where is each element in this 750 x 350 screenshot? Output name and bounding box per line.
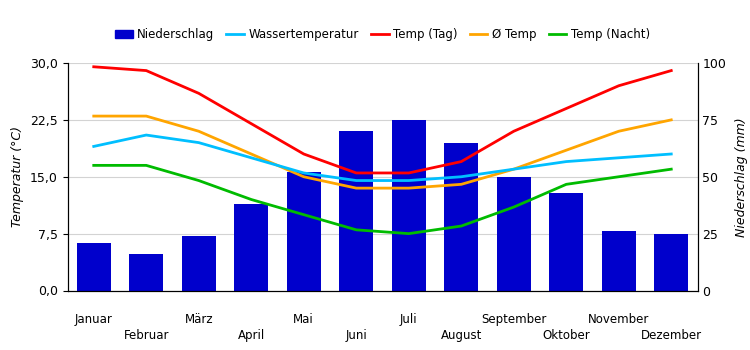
Bar <box>286 172 321 290</box>
Bar <box>129 254 164 290</box>
Text: Oktober: Oktober <box>542 329 590 342</box>
Bar <box>496 177 531 290</box>
Bar <box>182 236 216 290</box>
Text: Juli: Juli <box>400 313 418 326</box>
Bar <box>444 143 478 290</box>
Text: Februar: Februar <box>124 329 169 342</box>
Bar <box>602 231 636 290</box>
Text: November: November <box>588 313 650 326</box>
Bar <box>234 204 268 290</box>
Legend: Niederschlag, Wassertemperatur, Temp (Tag), Ø Temp, Temp (Nacht): Niederschlag, Wassertemperatur, Temp (Ta… <box>110 23 655 46</box>
Bar <box>654 234 688 290</box>
Bar <box>392 120 426 290</box>
Text: Dezember: Dezember <box>640 329 702 342</box>
Bar <box>76 243 111 290</box>
Bar <box>339 131 374 290</box>
Text: Januar: Januar <box>75 313 112 326</box>
Bar <box>549 193 584 290</box>
Text: September: September <box>481 313 547 326</box>
Text: Mai: Mai <box>293 313 314 326</box>
Y-axis label: Niederschlag (mm): Niederschlag (mm) <box>734 117 748 237</box>
Text: Juni: Juni <box>345 329 368 342</box>
Text: August: August <box>440 329 482 342</box>
Y-axis label: Temperatur (°C): Temperatur (°C) <box>11 126 24 227</box>
Text: April: April <box>238 329 265 342</box>
Text: März: März <box>184 313 213 326</box>
